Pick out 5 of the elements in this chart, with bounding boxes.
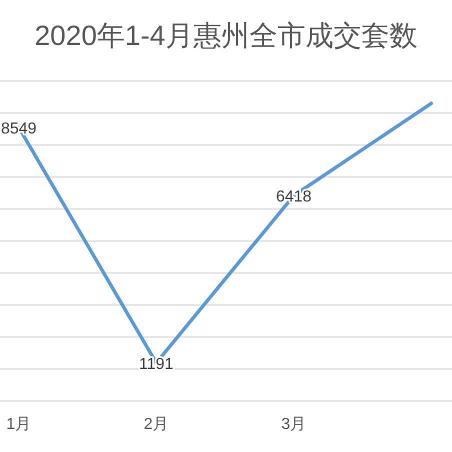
x-tick-label: 3月 xyxy=(281,416,306,433)
title: 2020年1-4月惠州全市成交套数 xyxy=(34,20,418,51)
x-tick-label: 1月 xyxy=(6,416,32,433)
data-label: 1191 xyxy=(139,356,174,373)
x-tick-label: 2月 xyxy=(144,416,169,433)
